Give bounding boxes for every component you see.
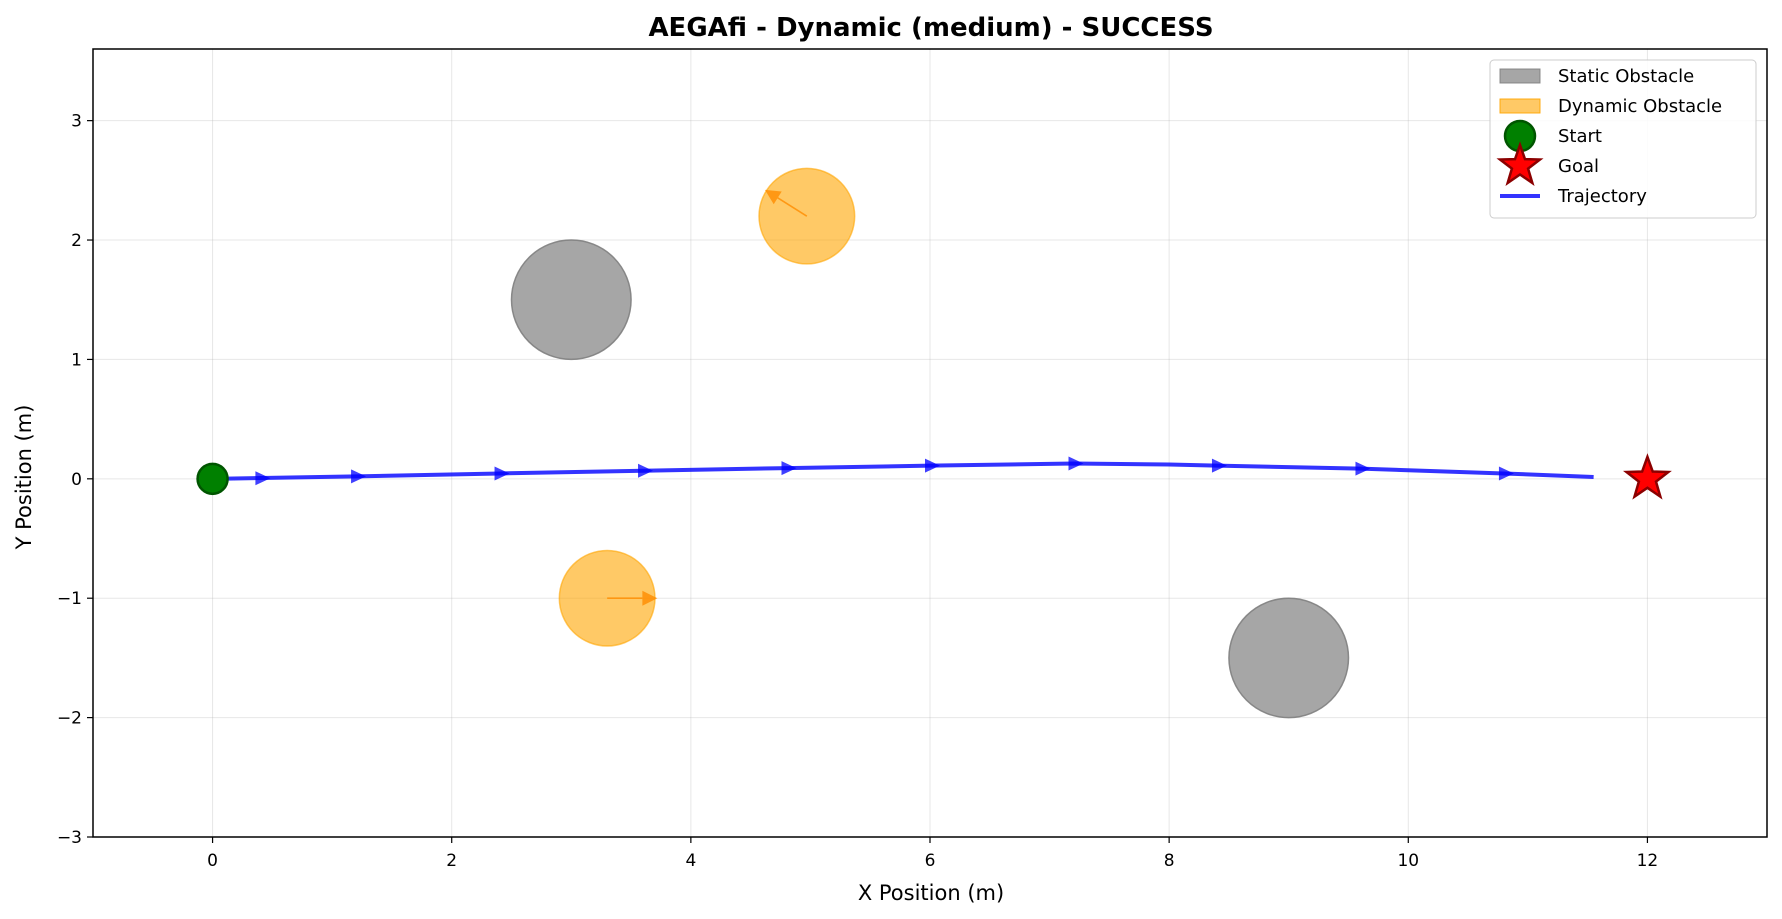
y-tick-label: 2	[71, 231, 82, 251]
y-axis-label: Y Position (m)	[12, 405, 36, 551]
y-tick-label: −1	[57, 589, 82, 609]
legend-box	[1489, 59, 1757, 219]
x-tick-label: 8	[1164, 851, 1175, 871]
x-tick-label: 0	[207, 851, 218, 871]
static-obstacle	[1228, 597, 1350, 719]
chart-title: AEGAfi - Dynamic (medium) - SUCCESS	[648, 13, 1213, 43]
y-tick-label: −3	[57, 828, 82, 848]
x-tick-label: 2	[446, 851, 457, 871]
y-tick-label: 3	[71, 112, 82, 132]
trajectory-arrow	[255, 471, 271, 486]
trajectory-line	[212, 461, 1594, 481]
trajectory-arrow	[638, 463, 654, 478]
trajectory-arrow	[351, 469, 367, 484]
legend-label: Trajectory	[1557, 186, 1647, 207]
x-axis-label: X Position (m)	[858, 881, 1004, 905]
legend-label: Goal	[1558, 156, 1599, 177]
x-tick-label: 6	[925, 851, 936, 871]
trajectory-arrow	[781, 461, 797, 476]
trajectory-arrow	[925, 458, 940, 473]
legend-label: Start	[1558, 126, 1602, 147]
trajectory-arrow	[494, 466, 510, 481]
trajectory-arrow	[1355, 461, 1371, 476]
velocity-arrow-head	[642, 590, 658, 606]
legend-swatch	[1499, 68, 1541, 84]
dynamic-obstacle	[758, 167, 856, 265]
x-tick-label: 4	[685, 851, 696, 871]
legend-label: Static Obstacle	[1558, 66, 1694, 87]
plot-area	[196, 167, 1672, 719]
goal-marker	[1622, 453, 1672, 500]
velocity-arrow-head	[764, 189, 782, 205]
y-tick-label: 0	[71, 470, 82, 490]
velocity-arrow	[777, 197, 808, 217]
start-marker	[196, 462, 229, 496]
x-tick-label: 12	[1637, 851, 1659, 871]
legend-swatch	[1496, 141, 1544, 187]
y-tick-label: 1	[71, 350, 82, 370]
legend-swatch	[1499, 98, 1541, 114]
y-tick-label: −2	[57, 709, 82, 729]
legend: Static Obstacle Dynamic Obstacle Start Goal…	[1489, 59, 1757, 219]
trajectory-arrow	[1498, 466, 1514, 481]
static-obstacle	[510, 239, 632, 361]
legend-label: Dynamic Obstacle	[1558, 96, 1722, 117]
x-tick-label: 10	[1397, 851, 1419, 871]
trajectory-arrow	[1068, 456, 1084, 471]
trajectory-arrow	[1211, 458, 1227, 473]
